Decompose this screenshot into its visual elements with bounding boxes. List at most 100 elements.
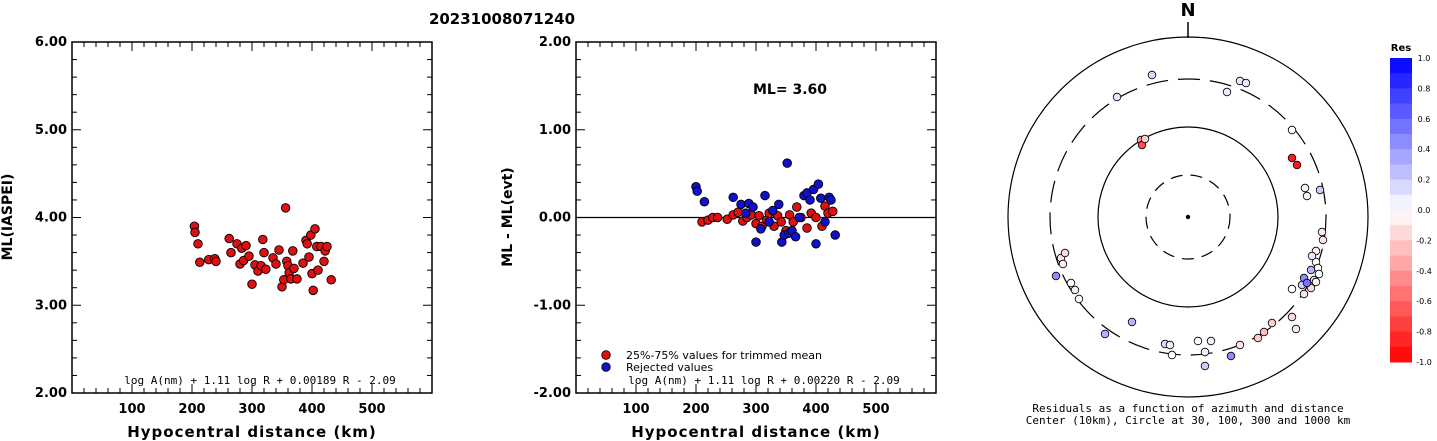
colorbar-cell xyxy=(1390,301,1412,317)
residual-point xyxy=(1165,340,1175,350)
y-tick-label: 6.00 xyxy=(35,35,67,50)
colorbar-cell xyxy=(1390,194,1412,211)
data-point xyxy=(751,237,761,247)
center-point xyxy=(1185,214,1191,220)
residual-point xyxy=(1074,294,1084,304)
data-point xyxy=(258,234,268,245)
circle-300km xyxy=(1049,78,1327,356)
residual-point xyxy=(1222,87,1232,97)
polar-caption-line1: Residuals as a function of azimuth and d… xyxy=(1032,402,1343,415)
residual-point xyxy=(1287,312,1297,322)
legend-rejected-label: Rejected values xyxy=(626,361,713,374)
x-tick-label: 300 xyxy=(238,402,265,417)
legend-accepted-marker xyxy=(601,350,611,360)
data-point xyxy=(828,206,838,217)
y-tick-label: 5.00 xyxy=(35,123,67,138)
y-tick-label: 2.00 xyxy=(539,35,571,50)
colorbar-cell xyxy=(1390,255,1412,272)
colorbar-tick-label: 0.2 xyxy=(1418,176,1431,185)
x-tick-label: 100 xyxy=(622,402,649,417)
data-point xyxy=(310,224,320,234)
data-point xyxy=(811,212,821,223)
colorbar-cell xyxy=(1390,164,1412,181)
colorbar-tick-label: 0.6 xyxy=(1418,115,1431,124)
colorbar-tick-label: -0.8 xyxy=(1416,328,1432,337)
colorbar-cell xyxy=(1390,210,1412,226)
x-tick-label: 300 xyxy=(742,402,769,417)
data-point xyxy=(289,263,299,274)
right-panel: N Residuals as a function of azimuth and… xyxy=(1007,0,1432,427)
residual-point xyxy=(1058,259,1068,269)
data-point xyxy=(288,246,298,256)
data-point xyxy=(304,252,314,262)
y-tick-label: 2.00 xyxy=(35,386,67,401)
colorbar-cell xyxy=(1390,58,1412,74)
y-tick-label: 3.00 xyxy=(35,298,67,313)
residual-point xyxy=(1317,227,1327,237)
data-point xyxy=(211,256,221,267)
data-point xyxy=(790,232,801,242)
circle-100km xyxy=(1097,126,1279,308)
colorbar-cell xyxy=(1390,346,1412,363)
data-point xyxy=(308,285,318,296)
left-plot-frame xyxy=(71,41,433,394)
colorbar-cell xyxy=(1390,149,1412,165)
left-x-axis-label: Hypocentral distance (km) xyxy=(127,423,377,441)
y-tick-label: 0.00 xyxy=(539,211,571,226)
data-point xyxy=(259,247,269,258)
residual-point xyxy=(1318,235,1328,245)
x-tick-label: 400 xyxy=(298,402,325,417)
residual-point xyxy=(1302,191,1312,201)
data-point xyxy=(736,199,746,210)
data-point xyxy=(298,258,308,268)
residual-point xyxy=(1314,269,1324,279)
colorbar-tick-label: -0.6 xyxy=(1416,297,1432,306)
middle-x-axis-label: Hypocentral distance (km) xyxy=(631,423,881,441)
residual-point xyxy=(1259,327,1269,337)
data-point xyxy=(195,257,205,268)
ml-value-label: ML= 3.60 xyxy=(753,82,827,98)
data-point xyxy=(820,217,830,227)
data-point xyxy=(319,256,329,267)
y-tick-label: 4.00 xyxy=(35,211,67,226)
middle-panel: 100 200 300 400 500 -2.00 -1.00 0.00 1.00 2.00 ML… xyxy=(500,35,937,441)
residual-point xyxy=(1112,92,1122,102)
data-point xyxy=(712,212,723,223)
y-tick-label: -2.00 xyxy=(534,386,571,401)
residual-point xyxy=(1241,78,1251,88)
data-point xyxy=(313,265,323,275)
left-formula: log A(nm) + 1.11 log R + 0.00189 R - 2.0… xyxy=(124,374,396,387)
data-point xyxy=(271,259,281,269)
data-point xyxy=(190,227,200,238)
residual-point xyxy=(1311,277,1321,287)
colorbar-tick-label: -0.2 xyxy=(1416,236,1432,245)
colorbar-tick-label: 0.0 xyxy=(1418,206,1431,215)
colorbar-cell xyxy=(1390,88,1412,105)
data-point xyxy=(241,240,251,251)
residual-point xyxy=(1100,329,1110,339)
data-point xyxy=(768,205,778,216)
residual-point xyxy=(1253,333,1263,343)
colorbar-cell xyxy=(1390,240,1412,257)
residual-point xyxy=(1287,153,1297,163)
x-tick-label: 200 xyxy=(178,402,205,417)
residual-point xyxy=(1066,278,1076,288)
data-point xyxy=(699,196,710,207)
residual-point xyxy=(1140,134,1150,144)
colorbar-tick-label: 0.4 xyxy=(1418,145,1431,154)
colorbar-cell xyxy=(1390,316,1412,333)
colorbar-cell xyxy=(1390,179,1412,196)
data-point xyxy=(741,208,751,218)
data-point xyxy=(760,190,770,201)
data-point xyxy=(748,202,758,212)
colorbar-cell xyxy=(1390,73,1412,89)
left-y-axis-label: ML(IASPEI) xyxy=(0,174,16,261)
residual-point xyxy=(1315,185,1325,195)
left-panel: 100 200 300 400 500 2.00 3.00 4.00 5.00 6.00 log … xyxy=(0,35,433,441)
data-point xyxy=(754,210,764,221)
colorbar-cell xyxy=(1390,286,1412,302)
residual-point xyxy=(1307,251,1317,261)
data-point xyxy=(193,239,203,249)
circle-30km xyxy=(1145,174,1231,260)
residual-point xyxy=(1226,351,1236,361)
